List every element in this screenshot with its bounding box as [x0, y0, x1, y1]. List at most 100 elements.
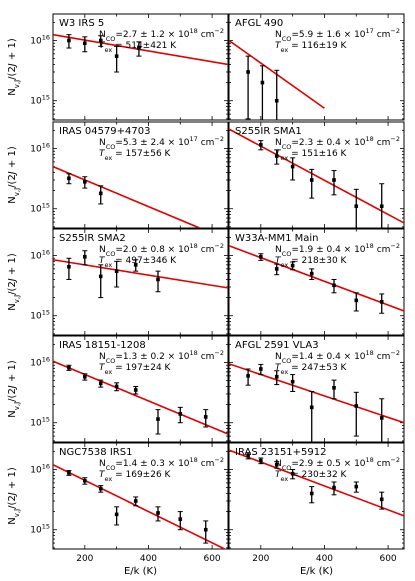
data-point [137, 46, 141, 50]
fit-group [53, 360, 228, 435]
x-tick-label: 200 [252, 554, 269, 564]
data-point [133, 263, 138, 267]
y-tick-label: 1016 [30, 34, 50, 47]
panel-frame [52, 335, 229, 443]
fit-line [53, 464, 227, 549]
fit-line [229, 363, 404, 424]
data-point [379, 204, 384, 209]
column-density-label: NCO=2.0 ± 0.8 × 1018 cm−2 [99, 242, 224, 258]
y-tick-label: 1016 [30, 142, 50, 155]
data-point [274, 98, 279, 103]
fit-group [53, 250, 228, 299]
x-tick-label: 200 [76, 554, 93, 564]
data-point [114, 512, 119, 517]
data-point [290, 471, 295, 476]
data-point [332, 178, 336, 182]
panel-title: AFGL 2591 VLA3 [235, 340, 319, 351]
column-density-label: NCO=1.4 ± 0.4 × 1018 cm−2 [275, 349, 400, 365]
panel-frame [52, 228, 229, 336]
fit-group [229, 128, 404, 228]
y-axis-label: Nv,J/(2J + 1) [7, 38, 21, 96]
y-axis-labels: Nv,J/(2J + 1) Nv,J/(2J + 1) Nv,J/(2J + 1) N… [7, 38, 21, 525]
data-point [259, 143, 263, 147]
temperature-label: Tex = 497±346 K [99, 256, 177, 269]
y-tick-label: 1016 [30, 356, 50, 369]
data-point [67, 365, 71, 370]
data-point [83, 179, 87, 184]
data-point [67, 176, 71, 181]
y-tick-label: 1015 [30, 94, 50, 107]
x-tick-label: 400 [140, 554, 157, 564]
fit-line [53, 165, 200, 228]
panel-frame [228, 13, 405, 121]
fit-line [229, 128, 404, 224]
data-point [98, 191, 103, 196]
data-point [259, 367, 263, 371]
panel-title: S255IR SMA1 [235, 126, 302, 137]
data-point [274, 267, 279, 271]
temperature-label: Tex = 197±24 K [99, 363, 172, 376]
data-point [379, 497, 384, 502]
y-tick-label: 1016 [30, 249, 50, 262]
temperature-label: Tex = 514±421 K [99, 41, 177, 54]
data-point [332, 485, 336, 490]
data-point [114, 54, 119, 58]
data-point [178, 517, 183, 521]
panel-frame [228, 228, 405, 336]
fit-group [229, 245, 404, 314]
column-density-label: NCO=2.9 ± 0.5 × 1018 cm−2 [275, 456, 400, 472]
data-point [156, 277, 160, 282]
fit-group [229, 363, 404, 442]
fit-group [53, 33, 228, 73]
y-axis-label: Nv,J/(2J + 1) [7, 146, 21, 204]
y-tick-label: 1015 [30, 523, 50, 536]
panel-title: NGC7538 IRS1 [59, 447, 132, 458]
x-tick-label: 400 [316, 554, 333, 564]
data-point [354, 298, 359, 303]
data-point [67, 471, 71, 475]
x-axis-label: E/k (K) [300, 566, 333, 577]
data-point [290, 164, 295, 169]
data-point [178, 412, 183, 416]
data-point [114, 269, 119, 273]
data-point [98, 486, 103, 491]
data-point [98, 38, 103, 43]
temperature-label: Tex = 116±19 K [275, 41, 348, 54]
fit-group [229, 449, 404, 517]
data-point [114, 384, 119, 389]
panel-title: IRAS 23151+5912 [235, 447, 327, 458]
y-tick-label: 1016 [30, 463, 50, 476]
y-axis-label: Nv,J/(2J + 1) [7, 253, 21, 311]
data-point [83, 478, 87, 483]
panel-title: W33A-MM1 Main [235, 233, 319, 244]
data-point [354, 204, 359, 209]
column-density-label: NCO=1.9 ± 0.4 × 1018 cm−2 [275, 242, 400, 258]
data-point [156, 511, 160, 515]
data-point [98, 274, 103, 279]
fit-group [53, 165, 200, 228]
data-point [354, 484, 359, 489]
data-point [246, 453, 250, 458]
data-point [332, 386, 336, 390]
data-point [309, 491, 314, 496]
data-point [83, 41, 87, 46]
panel-title: IRAS 18151-1208 [59, 340, 146, 351]
temperature-label: Tex = 169±26 K [99, 470, 172, 483]
column-density-label: NCO=5.3 ± 2.4 × 1017 cm−2 [99, 135, 224, 151]
fit-line [229, 449, 404, 517]
fit-line [53, 360, 228, 435]
data-point [83, 374, 87, 379]
data-point [309, 178, 314, 182]
column-density-label: NCO=2.7 ± 1.2 × 1018 cm−2 [99, 27, 224, 43]
temperature-label: Tex = 218±30 K [275, 256, 348, 269]
panel-title: W3 IRS 5 [59, 18, 104, 29]
fit-line [229, 245, 404, 312]
data-point [67, 38, 71, 43]
